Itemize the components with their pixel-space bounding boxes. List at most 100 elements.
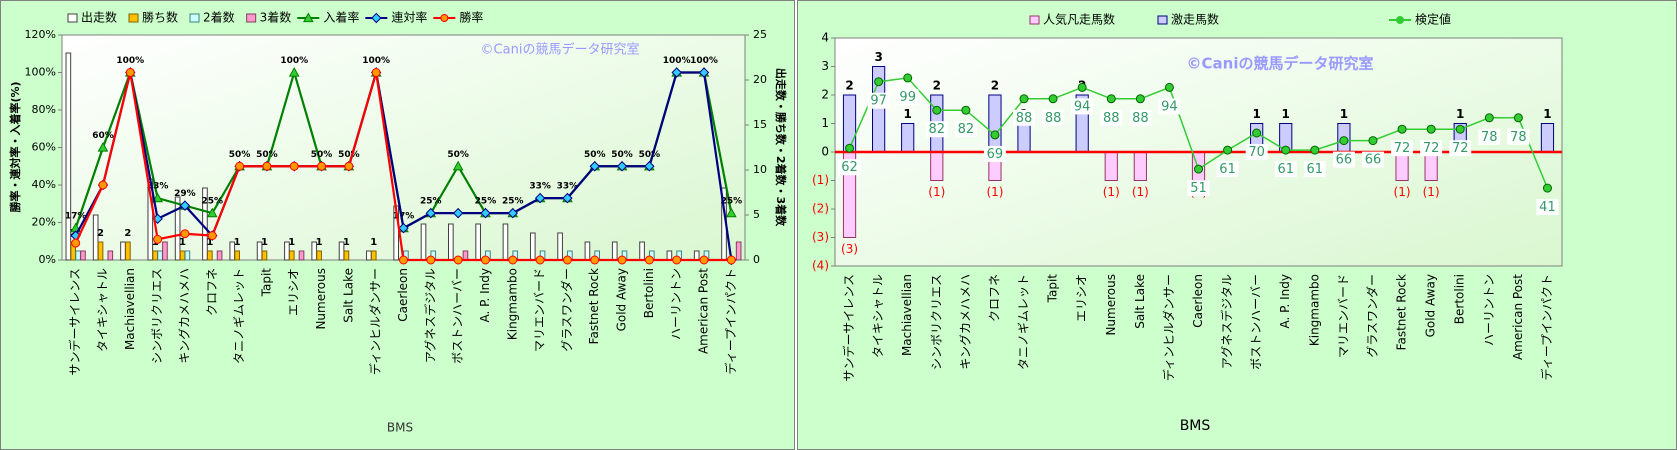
x-tick-label: タニノギムレット [232, 268, 246, 364]
line-marker [1484, 113, 1494, 123]
x-tick-label: Machiavellian [123, 268, 137, 350]
data-label-box [1449, 140, 1472, 157]
data-label: 100% [362, 56, 390, 66]
data-label-box [1420, 140, 1443, 157]
data-label-box [1245, 144, 1268, 160]
x-tick-label: キングカメハメハ [177, 268, 191, 364]
line-marker [589, 161, 600, 172]
data-label-box [1216, 161, 1239, 178]
data-label: 60% [92, 131, 114, 141]
bar [735, 241, 742, 261]
watermark: ©Caniの競馬データ研究室 [1187, 55, 1374, 73]
line-marker [699, 255, 709, 265]
y-tick-label: 0% [39, 253, 56, 266]
data-label: 61 [1307, 162, 1324, 177]
line-marker [453, 255, 463, 265]
y-axis-title: 勝率・連対率・入着率(%) [8, 81, 22, 212]
data-label-box [1536, 199, 1559, 216]
data-label: 1 [1543, 107, 1551, 121]
line-marker [507, 207, 518, 219]
data-label: (3) [841, 242, 858, 256]
line-marker [562, 255, 572, 265]
x-tick-label: ディープインパクト [1539, 274, 1554, 380]
bar [125, 241, 131, 261]
bar [502, 223, 509, 261]
line-marker [180, 229, 190, 239]
data-label-box [1361, 151, 1384, 168]
x-tick-label: タイキシャトル [95, 268, 109, 352]
legend-swatch [189, 13, 200, 23]
bar [639, 241, 645, 261]
legend-label: 人気凡走馬数 [1043, 12, 1115, 27]
bar [75, 250, 81, 261]
y-tick-label: 100% [25, 66, 56, 79]
x-tick-label: ディンヒルダンサー [368, 268, 383, 375]
bar [234, 250, 240, 261]
data-label: 94 [1161, 99, 1178, 114]
data-label-box [1100, 109, 1123, 126]
y-tick-label: (2) [812, 202, 829, 216]
x-tick-label: ハーリントン [1482, 274, 1496, 346]
legend-label: 出走数 [81, 10, 117, 25]
x-tick-label: A. P. Indy [1278, 274, 1292, 329]
x-tick-label: Machiavellian [900, 274, 914, 356]
line-marker [990, 130, 1000, 140]
line-marker [903, 73, 913, 83]
line-marker [289, 161, 299, 171]
y2-tick-label: 20 [753, 73, 767, 86]
x-tick-label: ディンヒルダンサー [1161, 274, 1176, 381]
legend-label: 3着数 [260, 10, 292, 25]
data-label: 50% [256, 150, 278, 160]
bar [97, 241, 104, 261]
x-tick-label: ハーリントン [669, 268, 683, 340]
data-label: 66 [1365, 153, 1382, 168]
line-marker [262, 161, 272, 171]
bar [557, 232, 563, 261]
data-label: 97 [870, 94, 887, 109]
x-tick-label: Salt Lake [1133, 274, 1147, 329]
line-marker [206, 207, 218, 218]
x-tick-label: ボストンハーバー [1249, 274, 1263, 370]
x-tick-label: エリシオ [1075, 274, 1089, 322]
line-marker [726, 255, 736, 265]
bar [475, 223, 481, 261]
line-marker [426, 255, 436, 265]
data-label: 72 [1452, 141, 1469, 156]
line-marker [152, 192, 163, 203]
x-tick-label: Tapit [259, 268, 273, 298]
data-label: 17% [393, 212, 415, 222]
line-marker [153, 234, 163, 244]
legend-swatch [1029, 15, 1040, 25]
y-tick-label: (1) [812, 173, 829, 187]
legend-swatch [67, 13, 78, 23]
bar [1017, 123, 1031, 153]
line-marker [452, 207, 464, 219]
line-marker [1426, 124, 1436, 134]
data-label-box [1478, 128, 1501, 145]
legend-label: 連対率 [391, 10, 427, 25]
y-tick-label: (4) [812, 259, 829, 273]
x-tick-label: マリエンバード [533, 268, 547, 352]
bar [261, 250, 268, 261]
data-label: 50% [338, 150, 360, 160]
y2-tick-label: 0 [753, 253, 760, 266]
bar [206, 250, 213, 261]
line-marker [1397, 124, 1407, 134]
data-label: 2 [124, 228, 131, 239]
data-label: 78 [1481, 130, 1498, 145]
data-label: 61 [1277, 162, 1294, 177]
legend-marker [440, 14, 449, 22]
data-label: (1) [1394, 185, 1411, 199]
bar [65, 52, 72, 261]
x-tick-label: Kingmambo [505, 268, 519, 340]
y-tick-label: 2 [821, 88, 829, 102]
y2-tick-label: 5 [753, 208, 760, 221]
bar [930, 151, 944, 181]
data-label: 62 [841, 160, 858, 175]
x-tick-label: タニノギムレット [1017, 274, 1031, 370]
x-tick-label: Caerleon [396, 268, 410, 322]
line-marker [562, 192, 573, 204]
x-tick-label: Gold Away [1424, 274, 1438, 337]
